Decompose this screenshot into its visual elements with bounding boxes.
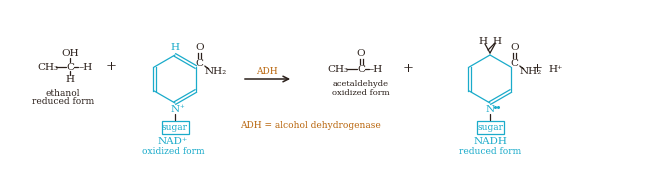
Text: +: +: [106, 61, 116, 73]
Text: reduced form: reduced form: [459, 146, 521, 155]
Text: ADH = alcohol dehydrogenase: ADH = alcohol dehydrogenase: [240, 121, 380, 130]
Text: C: C: [66, 63, 74, 72]
Text: O: O: [196, 43, 204, 52]
Text: H: H: [170, 43, 180, 52]
Text: N: N: [486, 105, 494, 114]
Text: –H: –H: [369, 65, 383, 73]
Text: +: +: [532, 63, 542, 75]
Text: CH₃: CH₃: [327, 65, 349, 73]
Text: ethanol: ethanol: [45, 89, 80, 98]
Text: oxidized form: oxidized form: [142, 146, 204, 155]
Text: C: C: [357, 65, 365, 73]
Text: C: C: [511, 59, 519, 68]
Text: C: C: [196, 59, 204, 68]
Text: sugar: sugar: [477, 123, 503, 132]
Text: H: H: [478, 36, 488, 45]
Text: acetaldehyde: acetaldehyde: [333, 80, 389, 88]
Text: –H: –H: [79, 63, 93, 72]
Text: CH₃: CH₃: [37, 63, 59, 72]
Text: ADH: ADH: [257, 66, 278, 75]
Text: NH₂: NH₂: [520, 66, 542, 75]
Text: NADH: NADH: [473, 137, 507, 146]
Text: OH: OH: [61, 49, 79, 57]
Text: +: +: [403, 63, 413, 75]
Text: O: O: [510, 43, 519, 52]
FancyBboxPatch shape: [162, 121, 188, 134]
Text: N: N: [170, 105, 180, 114]
Text: H: H: [65, 75, 75, 84]
Text: NAD⁺: NAD⁺: [158, 137, 188, 146]
Text: NH₂: NH₂: [204, 66, 227, 75]
Text: sugar: sugar: [162, 123, 188, 132]
Text: H⁺: H⁺: [548, 65, 563, 73]
Text: O: O: [357, 49, 365, 57]
Text: H: H: [492, 36, 502, 45]
Text: ⁺: ⁺: [180, 103, 184, 112]
Text: reduced form: reduced form: [32, 98, 94, 107]
FancyBboxPatch shape: [476, 121, 504, 134]
Text: oxidized form: oxidized form: [332, 89, 390, 97]
